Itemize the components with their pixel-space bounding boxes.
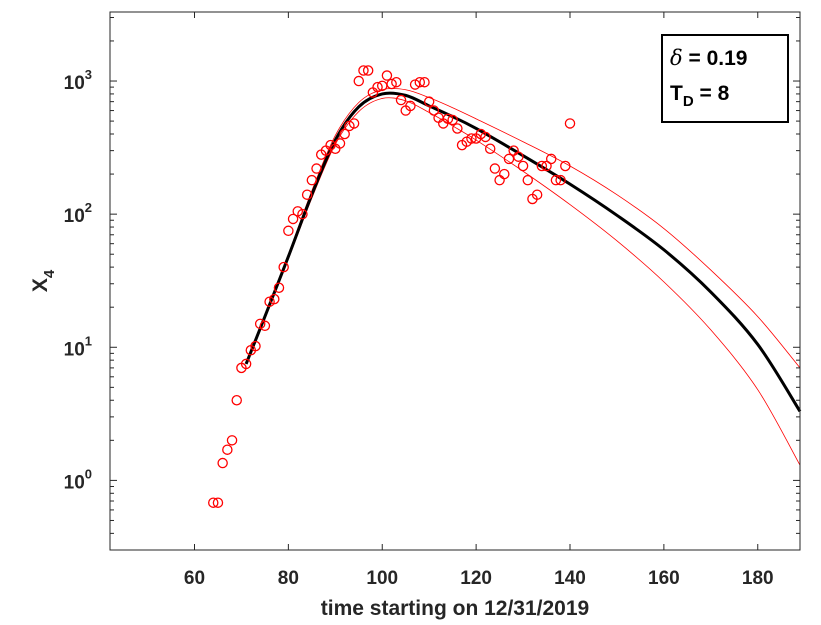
data-point-45 xyxy=(419,76,430,88)
y-tick-label-exp-1: 1 xyxy=(85,333,92,348)
data-point-13 xyxy=(269,293,280,305)
data-point-14 xyxy=(273,282,285,293)
data-point-47 xyxy=(428,105,440,116)
x-tick-label-0: 60 xyxy=(184,568,205,589)
fit-line xyxy=(244,91,802,413)
data-point-7 xyxy=(240,358,252,370)
y-tick-label-3: 103 xyxy=(64,67,92,94)
data-point-40 xyxy=(395,94,407,106)
fit-line-layer xyxy=(244,91,802,413)
legend-delta-label: δ = 0.19 xyxy=(670,46,747,70)
data-point-11 xyxy=(259,320,271,332)
data-point-72 xyxy=(545,153,557,165)
data-point-28 xyxy=(339,128,350,140)
data-point-32 xyxy=(358,65,369,76)
y-tick-label-exp-2: 2 xyxy=(85,200,92,215)
legend-box: δ = 0.19 TD = 8 xyxy=(661,34,789,123)
data-point-76 xyxy=(564,118,576,129)
data-point-33 xyxy=(362,65,374,76)
data-point-10 xyxy=(254,318,266,330)
data-point-31 xyxy=(353,75,365,87)
data-point-42 xyxy=(405,100,416,112)
data-point-50 xyxy=(442,113,454,125)
data-point-37 xyxy=(381,70,393,81)
data-point-3 xyxy=(222,444,233,455)
data-point-39 xyxy=(391,76,402,88)
y-tick-label-2: 102 xyxy=(64,200,92,227)
data-point-71 xyxy=(541,160,552,172)
data-point-2 xyxy=(217,457,228,469)
y-tick-label-1: 101 xyxy=(64,333,92,360)
data-markers-layer xyxy=(208,65,576,508)
data-point-62 xyxy=(499,168,510,180)
data-point-46 xyxy=(423,96,435,107)
data-point-65 xyxy=(513,151,524,162)
data-point-55 xyxy=(466,133,477,144)
legend-td-subscript: D xyxy=(683,93,694,110)
legend-td-value: = 8 xyxy=(694,82,730,105)
data-point-1 xyxy=(212,497,224,508)
y-axis-title-subscript: 4 xyxy=(41,269,58,278)
plot-frame xyxy=(109,11,801,551)
data-point-22 xyxy=(311,163,322,174)
data-point-66 xyxy=(517,160,529,172)
data-point-67 xyxy=(522,174,534,186)
legend-td-label: TD = 8 xyxy=(670,82,730,110)
y-tick-label-0: 100 xyxy=(64,466,92,493)
data-point-59 xyxy=(484,143,496,154)
data-point-15 xyxy=(278,261,289,273)
data-point-70 xyxy=(536,160,548,172)
data-point-51 xyxy=(447,114,458,126)
data-point-16 xyxy=(283,225,294,237)
data-point-69 xyxy=(531,189,543,200)
x-tick-label-6: 180 xyxy=(742,568,774,589)
y-axis-title: X4 xyxy=(29,269,58,292)
x-tick-label-4: 140 xyxy=(554,568,586,589)
data-point-60 xyxy=(489,163,501,174)
y-tick-label-base-2: 10 xyxy=(64,206,85,227)
x-tick-label-3: 120 xyxy=(460,568,492,589)
legend-delta-symbol: δ xyxy=(670,46,683,70)
y-tick-label-base-1: 10 xyxy=(64,339,85,360)
data-point-58 xyxy=(480,131,491,143)
data-point-19 xyxy=(297,208,308,220)
x-tick-label-5: 160 xyxy=(648,568,680,589)
data-point-73 xyxy=(550,174,562,186)
data-point-5 xyxy=(231,394,242,406)
y-tick-label-base-0: 10 xyxy=(64,472,85,493)
data-point-44 xyxy=(414,76,426,88)
data-point-27 xyxy=(334,138,346,149)
data-point-0 xyxy=(208,497,219,508)
y-tick-label-base-3: 10 xyxy=(64,73,85,94)
legend-delta-value: = 0.19 xyxy=(683,47,748,70)
data-point-17 xyxy=(287,213,299,225)
legend-td-symbol: T xyxy=(670,82,683,105)
data-point-63 xyxy=(503,153,515,165)
data-point-75 xyxy=(560,160,571,172)
data-point-9 xyxy=(250,340,261,352)
data-point-35 xyxy=(372,81,383,93)
data-point-4 xyxy=(226,435,238,446)
data-point-74 xyxy=(555,174,566,186)
x-tick-label-1: 80 xyxy=(278,568,299,589)
data-point-52 xyxy=(452,123,463,134)
x-tick-label-2: 100 xyxy=(366,568,398,589)
y-tick-label-exp-0: 0 xyxy=(85,466,92,481)
data-point-21 xyxy=(306,174,318,186)
data-point-38 xyxy=(386,78,397,90)
data-point-20 xyxy=(301,189,313,200)
y-axis-title-main: X xyxy=(29,278,52,292)
y-tick-label-exp-3: 3 xyxy=(85,67,92,82)
data-point-30 xyxy=(348,118,360,129)
x-axis-title: time starting on 12/31/2019 xyxy=(321,597,589,620)
legend-frame xyxy=(661,34,789,123)
